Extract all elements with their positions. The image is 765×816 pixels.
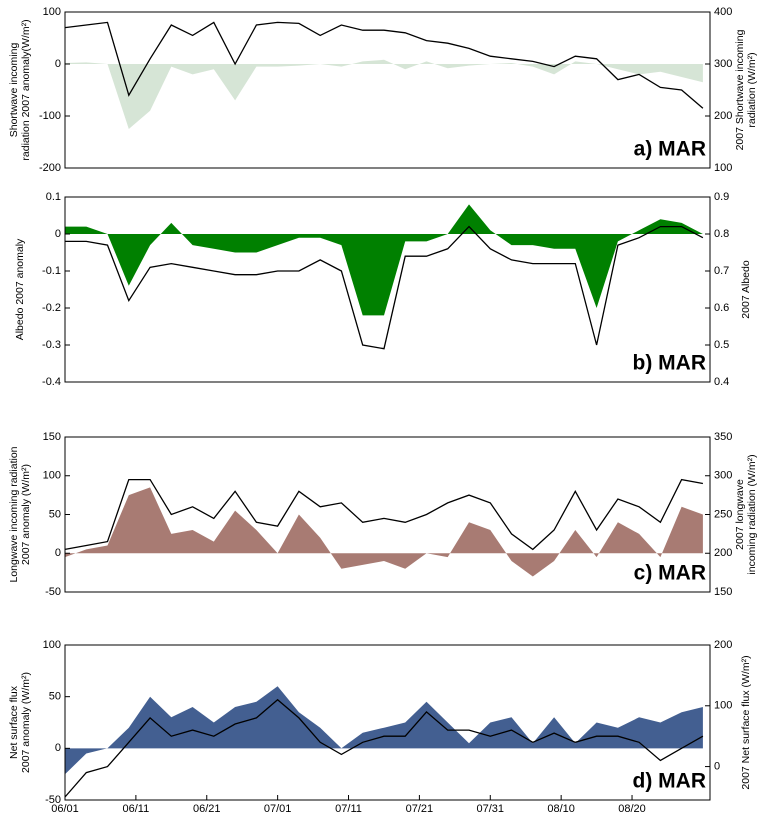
y-axis-label: 2007 anomaly (W/m²) — [20, 672, 32, 773]
plot-frame — [64, 11, 711, 169]
x-tick-label: 07/31 — [477, 803, 505, 815]
area — [65, 204, 703, 316]
y2-tick-label: 400 — [714, 6, 732, 18]
y-tick-label: -0.2 — [42, 302, 61, 314]
y2-axis-label: 2007 Net surface flux (W/m²) — [740, 655, 752, 789]
y2-tick-label: 0.8 — [714, 228, 729, 240]
y-axis-label: Longwave incoming radiation — [8, 446, 20, 582]
x-tick-label: 06/01 — [51, 803, 79, 815]
y2-axis-label: 2007 Albedo — [740, 260, 752, 319]
y-axis-label: Albedo 2007 anomaly — [14, 238, 26, 340]
y-tick-label: -200 — [39, 162, 61, 174]
x-tick-label: 08/20 — [618, 803, 646, 815]
area — [65, 686, 703, 775]
y2-tick-label: 0.4 — [714, 376, 729, 388]
y-tick-label: -0.3 — [42, 339, 61, 351]
y-tick-label: 100 — [43, 639, 61, 651]
y-axis-label: 2007 anomaly (W/m²) — [20, 464, 32, 565]
y-tick-label: 50 — [49, 691, 61, 703]
line — [65, 225, 704, 350]
y-tick-label: 0 — [55, 742, 61, 754]
y2-tick-label: 150 — [714, 586, 732, 598]
y2-tick-label: 0.5 — [714, 339, 729, 351]
y-axis-label: Net surface flux — [8, 685, 20, 759]
area — [65, 487, 703, 577]
y2-tick-label: 250 — [714, 508, 732, 520]
y-axis-label: radiation 2007 anomaly(W/m²) — [20, 19, 32, 160]
y2-axis-label: incoming radiation (W/m²) — [746, 454, 758, 574]
panel: -50 0 50 100 0 100 200 06/01 06/11 06/21 07/01 07/1… — [8, 639, 752, 815]
y2-axis-label: radiation (W/m²) — [746, 52, 758, 127]
y2-tick-label: 200 — [714, 639, 732, 651]
y2-tick-label: 300 — [714, 470, 732, 482]
panel-label: c) MAR — [634, 562, 706, 585]
x-tick-label: 06/11 — [123, 803, 150, 815]
panel: -0.4 -0.3 -0.2 -0.1 0 0.1 0.4 0.5 0.6 0.7 0.8 0.9 Al… — [14, 191, 752, 388]
area — [65, 59, 703, 129]
x-tick-label: 07/11 — [335, 803, 362, 815]
y-tick-label: 0.1 — [46, 191, 61, 203]
panel-label: d) MAR — [633, 770, 706, 793]
y2-axis-label: 2007 Shortwave incoming — [734, 29, 746, 150]
y-tick-label: -100 — [39, 110, 61, 122]
plot-frame — [64, 196, 711, 383]
line — [64, 698, 704, 798]
y2-tick-label: 0.9 — [714, 191, 729, 203]
panel: -50 0 50 100 150 150 200 250 300 350 Longwave inco… — [8, 431, 758, 598]
y-tick-label: 50 — [49, 508, 61, 520]
plot-frame — [64, 644, 711, 801]
y2-tick-label: 350 — [714, 431, 732, 443]
y2-tick-label: 300 — [714, 58, 732, 70]
panel-label: a) MAR — [634, 138, 706, 161]
y-axis-label: Shortwave incoming — [8, 43, 20, 138]
y2-tick-label: 200 — [714, 110, 732, 122]
y-tick-label: -50 — [45, 794, 61, 806]
y-tick-label: -50 — [45, 586, 61, 598]
y-tick-label: -0.4 — [42, 376, 61, 388]
y2-tick-label: 0.7 — [714, 265, 729, 277]
y2-tick-label: 100 — [714, 162, 732, 174]
y2-axis-label: 2007 longwave — [734, 479, 746, 550]
x-tick-label: 06/21 — [193, 803, 221, 815]
y2-tick-label: 0 — [714, 760, 720, 772]
y-tick-label: 100 — [43, 470, 61, 482]
panel-label: b) MAR — [633, 352, 706, 375]
y-tick-label: 0 — [55, 547, 61, 559]
y2-tick-label: 100 — [714, 700, 732, 712]
y-tick-label: -0.1 — [42, 265, 61, 277]
y2-tick-label: 200 — [714, 547, 732, 559]
y-tick-label: 100 — [43, 6, 61, 18]
y-tick-label: 150 — [43, 431, 61, 443]
line — [64, 21, 704, 109]
x-tick-label: 08/10 — [547, 803, 575, 815]
y-tick-label: 0 — [55, 58, 61, 70]
y2-tick-label: 0.6 — [714, 302, 729, 314]
line — [64, 478, 704, 551]
x-tick-label: 07/01 — [264, 803, 292, 815]
x-tick-label: 07/21 — [406, 803, 434, 815]
panel: -200 -100 0 100 100 200 300 400 Shortwave incomi… — [8, 6, 758, 174]
y-tick-label: 0 — [55, 228, 61, 240]
